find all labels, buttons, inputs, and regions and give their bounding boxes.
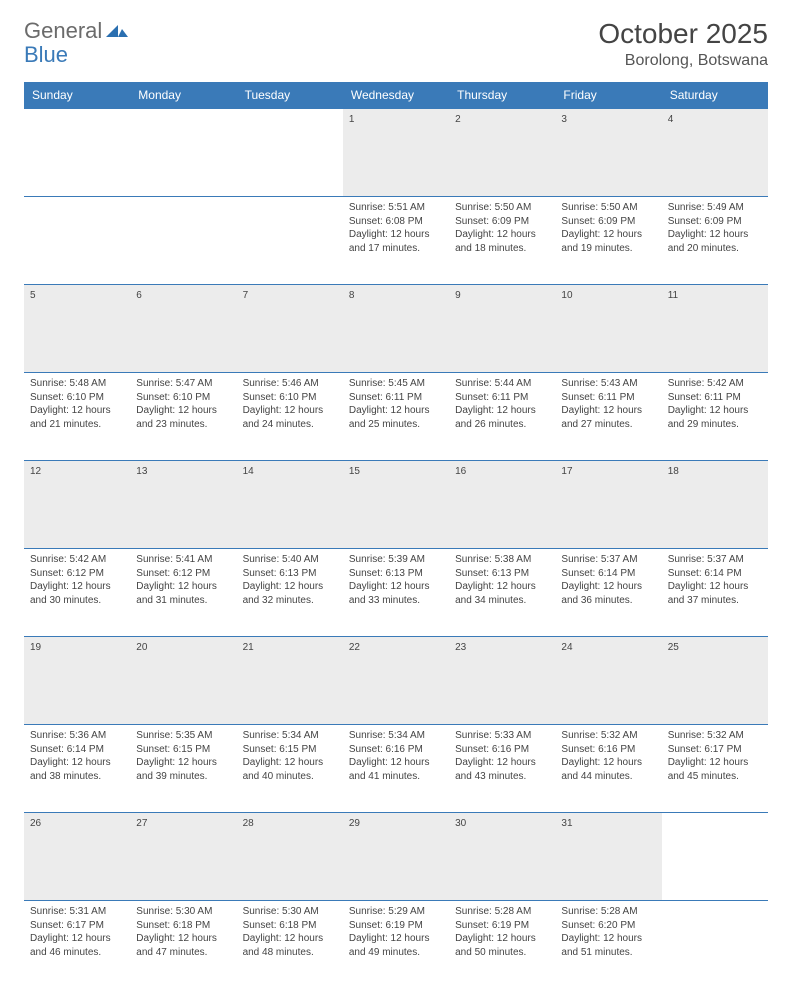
day-number-cell bbox=[237, 109, 343, 197]
day-number-cell: 15 bbox=[343, 461, 449, 549]
calendar-table: SundayMondayTuesdayWednesdayThursdayFrid… bbox=[24, 82, 768, 989]
day-number-cell: 25 bbox=[662, 637, 768, 725]
day-detail-cell: Sunrise: 5:38 AMSunset: 6:13 PMDaylight:… bbox=[449, 549, 555, 637]
day-number-cell bbox=[662, 813, 768, 901]
day-number-cell: 3 bbox=[555, 109, 661, 197]
weekday-header: Wednesday bbox=[343, 82, 449, 109]
day-number-cell: 29 bbox=[343, 813, 449, 901]
day-number-cell: 27 bbox=[130, 813, 236, 901]
day-detail-cell: Sunrise: 5:28 AMSunset: 6:20 PMDaylight:… bbox=[555, 901, 661, 989]
day-number-row: 262728293031 bbox=[24, 813, 768, 901]
logo-icon bbox=[106, 21, 128, 42]
day-number-cell bbox=[130, 109, 236, 197]
day-number-cell: 28 bbox=[237, 813, 343, 901]
day-detail-row: Sunrise: 5:42 AMSunset: 6:12 PMDaylight:… bbox=[24, 549, 768, 637]
day-detail-cell: Sunrise: 5:36 AMSunset: 6:14 PMDaylight:… bbox=[24, 725, 130, 813]
day-detail-cell: Sunrise: 5:34 AMSunset: 6:15 PMDaylight:… bbox=[237, 725, 343, 813]
day-detail-cell: Sunrise: 5:47 AMSunset: 6:10 PMDaylight:… bbox=[130, 373, 236, 461]
day-detail-cell: Sunrise: 5:35 AMSunset: 6:15 PMDaylight:… bbox=[130, 725, 236, 813]
day-detail-cell: Sunrise: 5:44 AMSunset: 6:11 PMDaylight:… bbox=[449, 373, 555, 461]
day-detail-row: Sunrise: 5:31 AMSunset: 6:17 PMDaylight:… bbox=[24, 901, 768, 989]
weekday-header: Tuesday bbox=[237, 82, 343, 109]
day-detail-cell: Sunrise: 5:51 AMSunset: 6:08 PMDaylight:… bbox=[343, 197, 449, 285]
day-number-cell bbox=[24, 109, 130, 197]
day-detail-cell bbox=[237, 197, 343, 285]
logo-text-general: General bbox=[24, 18, 102, 44]
day-detail-cell: Sunrise: 5:39 AMSunset: 6:13 PMDaylight:… bbox=[343, 549, 449, 637]
day-detail-cell: Sunrise: 5:48 AMSunset: 6:10 PMDaylight:… bbox=[24, 373, 130, 461]
day-detail-cell: Sunrise: 5:42 AMSunset: 6:12 PMDaylight:… bbox=[24, 549, 130, 637]
day-detail-cell: Sunrise: 5:32 AMSunset: 6:16 PMDaylight:… bbox=[555, 725, 661, 813]
day-detail-cell: Sunrise: 5:40 AMSunset: 6:13 PMDaylight:… bbox=[237, 549, 343, 637]
day-detail-cell: Sunrise: 5:32 AMSunset: 6:17 PMDaylight:… bbox=[662, 725, 768, 813]
day-number-cell: 30 bbox=[449, 813, 555, 901]
day-detail-cell bbox=[24, 197, 130, 285]
day-number-cell: 6 bbox=[130, 285, 236, 373]
day-number-cell: 24 bbox=[555, 637, 661, 725]
day-detail-cell bbox=[130, 197, 236, 285]
day-detail-cell: Sunrise: 5:34 AMSunset: 6:16 PMDaylight:… bbox=[343, 725, 449, 813]
weekday-header: Thursday bbox=[449, 82, 555, 109]
day-detail-cell: Sunrise: 5:41 AMSunset: 6:12 PMDaylight:… bbox=[130, 549, 236, 637]
day-number-cell: 26 bbox=[24, 813, 130, 901]
weekday-header: Saturday bbox=[662, 82, 768, 109]
logo: General bbox=[24, 18, 130, 44]
day-detail-cell: Sunrise: 5:30 AMSunset: 6:18 PMDaylight:… bbox=[237, 901, 343, 989]
day-detail-cell: Sunrise: 5:33 AMSunset: 6:16 PMDaylight:… bbox=[449, 725, 555, 813]
day-number-cell: 31 bbox=[555, 813, 661, 901]
day-number-cell: 4 bbox=[662, 109, 768, 197]
weekday-header: Sunday bbox=[24, 82, 130, 109]
day-number-cell: 5 bbox=[24, 285, 130, 373]
logo-text-blue: Blue bbox=[24, 42, 68, 68]
day-detail-cell: Sunrise: 5:29 AMSunset: 6:19 PMDaylight:… bbox=[343, 901, 449, 989]
day-detail-cell: Sunrise: 5:42 AMSunset: 6:11 PMDaylight:… bbox=[662, 373, 768, 461]
day-number-cell: 9 bbox=[449, 285, 555, 373]
month-title: October 2025 bbox=[598, 18, 768, 50]
day-detail-row: Sunrise: 5:36 AMSunset: 6:14 PMDaylight:… bbox=[24, 725, 768, 813]
day-detail-cell: Sunrise: 5:28 AMSunset: 6:19 PMDaylight:… bbox=[449, 901, 555, 989]
day-number-row: 567891011 bbox=[24, 285, 768, 373]
day-number-cell: 17 bbox=[555, 461, 661, 549]
day-number-cell: 2 bbox=[449, 109, 555, 197]
day-detail-cell: Sunrise: 5:46 AMSunset: 6:10 PMDaylight:… bbox=[237, 373, 343, 461]
day-detail-cell: Sunrise: 5:43 AMSunset: 6:11 PMDaylight:… bbox=[555, 373, 661, 461]
day-number-cell: 23 bbox=[449, 637, 555, 725]
day-detail-row: Sunrise: 5:51 AMSunset: 6:08 PMDaylight:… bbox=[24, 197, 768, 285]
day-number-cell: 13 bbox=[130, 461, 236, 549]
day-number-cell: 21 bbox=[237, 637, 343, 725]
day-detail-cell: Sunrise: 5:37 AMSunset: 6:14 PMDaylight:… bbox=[662, 549, 768, 637]
day-number-cell: 11 bbox=[662, 285, 768, 373]
day-number-cell: 16 bbox=[449, 461, 555, 549]
title-block: October 2025 Borolong, Botswana bbox=[598, 18, 768, 70]
day-number-row: 12131415161718 bbox=[24, 461, 768, 549]
day-detail-cell: Sunrise: 5:30 AMSunset: 6:18 PMDaylight:… bbox=[130, 901, 236, 989]
day-detail-row: Sunrise: 5:48 AMSunset: 6:10 PMDaylight:… bbox=[24, 373, 768, 461]
day-number-row: 1234 bbox=[24, 109, 768, 197]
header: General October 2025 Borolong, Botswana bbox=[24, 18, 768, 70]
calendar-header-row: SundayMondayTuesdayWednesdayThursdayFrid… bbox=[24, 82, 768, 109]
day-detail-cell: Sunrise: 5:31 AMSunset: 6:17 PMDaylight:… bbox=[24, 901, 130, 989]
day-detail-cell: Sunrise: 5:50 AMSunset: 6:09 PMDaylight:… bbox=[449, 197, 555, 285]
day-detail-cell: Sunrise: 5:37 AMSunset: 6:14 PMDaylight:… bbox=[555, 549, 661, 637]
day-number-row: 19202122232425 bbox=[24, 637, 768, 725]
day-number-cell: 8 bbox=[343, 285, 449, 373]
day-detail-cell: Sunrise: 5:50 AMSunset: 6:09 PMDaylight:… bbox=[555, 197, 661, 285]
weekday-header: Monday bbox=[130, 82, 236, 109]
day-detail-cell bbox=[662, 901, 768, 989]
day-number-cell: 14 bbox=[237, 461, 343, 549]
day-number-cell: 10 bbox=[555, 285, 661, 373]
day-detail-cell: Sunrise: 5:49 AMSunset: 6:09 PMDaylight:… bbox=[662, 197, 768, 285]
day-number-cell: 7 bbox=[237, 285, 343, 373]
day-number-cell: 22 bbox=[343, 637, 449, 725]
day-number-cell: 1 bbox=[343, 109, 449, 197]
weekday-header: Friday bbox=[555, 82, 661, 109]
day-number-cell: 18 bbox=[662, 461, 768, 549]
day-number-cell: 19 bbox=[24, 637, 130, 725]
day-detail-cell: Sunrise: 5:45 AMSunset: 6:11 PMDaylight:… bbox=[343, 373, 449, 461]
location: Borolong, Botswana bbox=[598, 52, 768, 70]
day-number-cell: 12 bbox=[24, 461, 130, 549]
day-number-cell: 20 bbox=[130, 637, 236, 725]
